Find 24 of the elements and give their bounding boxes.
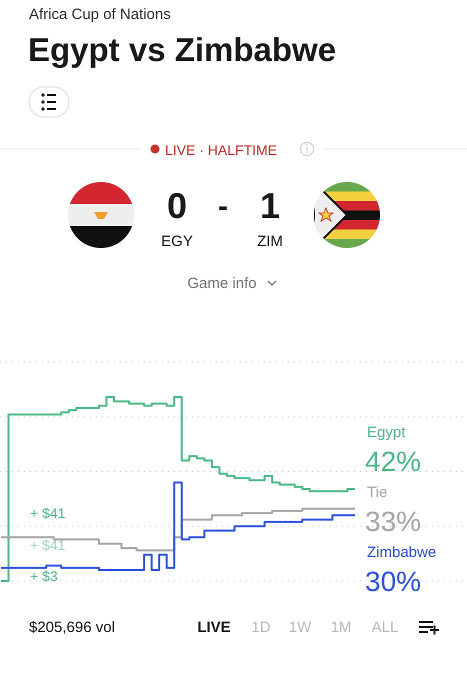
- text: ALL: [372, 619, 398, 636]
- chart-subtitle: Africa Cup of Nations: [29, 6, 171, 23]
- text: Game info: [187, 275, 257, 292]
- annotation: + $41: [30, 505, 66, 521]
- text: LIVE · HALFTIME: [164, 142, 278, 158]
- text: ZIM: [257, 233, 283, 250]
- text: EGY: [161, 233, 193, 250]
- data-label: 42%: [365, 446, 422, 477]
- text: Egypt: [367, 424, 406, 441]
- text: 1M: [330, 619, 352, 636]
- data-label: 33%: [365, 506, 422, 537]
- text: 1: [260, 185, 280, 226]
- annotation: + $3: [30, 568, 58, 584]
- series-label: Tie: [367, 484, 388, 501]
- chart-title: Egypt vs Zimbabwe: [28, 31, 336, 68]
- text: LIVE: [197, 619, 231, 636]
- text: $205,696 vol: [29, 619, 115, 636]
- text: 1W: [288, 619, 312, 636]
- text: 1D: [251, 619, 271, 636]
- text: Zimbabwe: [367, 544, 436, 561]
- text: 0: [166, 185, 188, 226]
- text: -: [218, 190, 228, 223]
- annotation: + $41: [30, 537, 66, 553]
- data-label: 30%: [365, 566, 422, 597]
